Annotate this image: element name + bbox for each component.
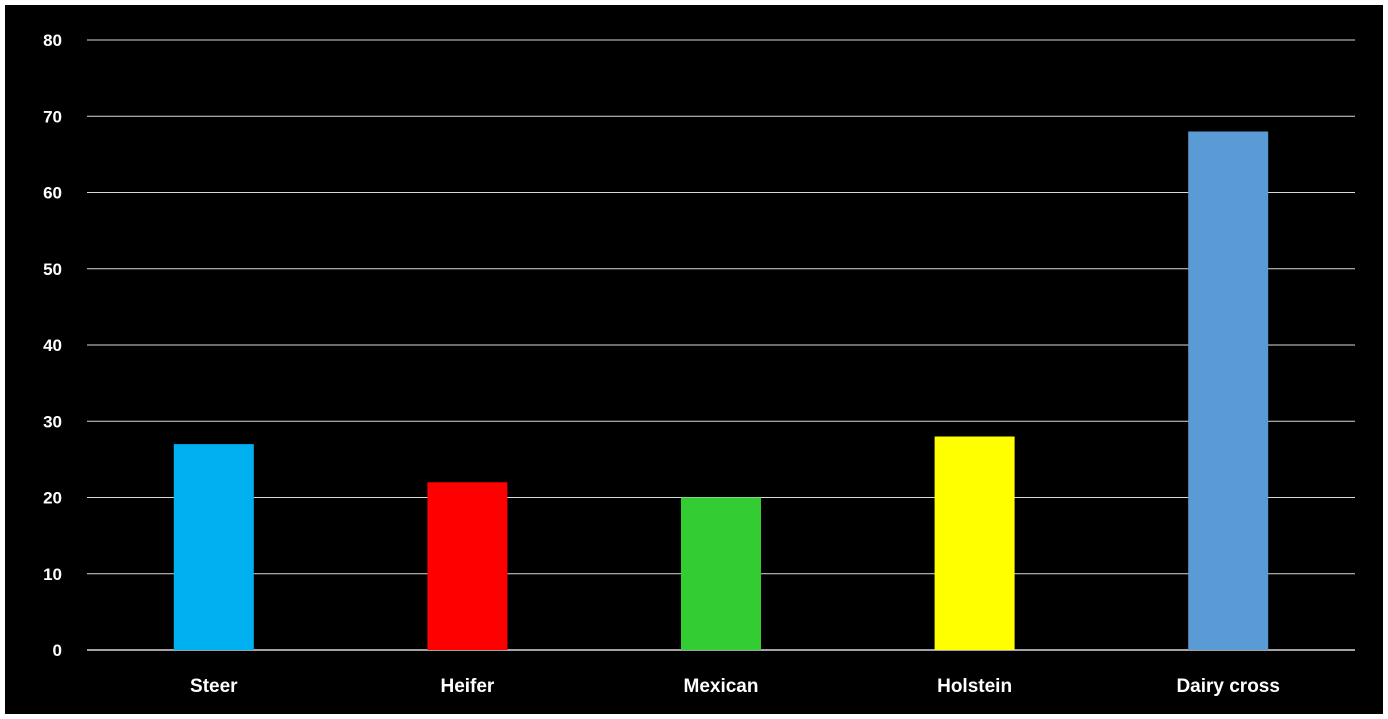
- y-tick-label-20: 20: [43, 489, 62, 508]
- x-axis-category-labels: Steer Heifer Mexican Holstein Dairy cross: [190, 676, 1280, 697]
- chart-frame: 0 10 20 30 40 50 60 70 80 Steer Heifer Mexican Hols…: [5, 5, 1383, 714]
- y-tick-label-50: 50: [43, 260, 62, 279]
- x-tick-label-mexican: Mexican: [684, 676, 759, 697]
- y-tick-label-0: 0: [53, 641, 62, 660]
- gridlines: [87, 39, 1355, 651]
- x-tick-label-steer: Steer: [190, 676, 238, 697]
- y-tick-label-80: 80: [43, 31, 62, 50]
- bar-chart: 0 10 20 30 40 50 60 70 80 Steer Heifer Mexican Hols…: [43, 31, 1355, 697]
- y-tick-label-40: 40: [43, 336, 62, 355]
- bar-mexican: [681, 497, 761, 650]
- y-tick-label-70: 70: [43, 107, 62, 126]
- y-tick-label-60: 60: [43, 184, 62, 203]
- x-tick-label-heifer: Heifer: [440, 676, 494, 697]
- bar-dairy-cross: [1188, 131, 1269, 650]
- x-tick-label-holstein: Holstein: [937, 676, 1012, 697]
- x-tick-label-dairy-cross: Dairy cross: [1176, 676, 1280, 697]
- bar-steer: [173, 444, 254, 650]
- bar-heifer: [427, 482, 508, 650]
- y-tick-label-30: 30: [43, 412, 62, 431]
- y-axis-tick-labels: 0 10 20 30 40 50 60 70 80: [43, 31, 62, 660]
- bars: [173, 131, 1269, 650]
- bar-holstein: [934, 436, 1015, 650]
- y-tick-label-10: 10: [43, 565, 62, 584]
